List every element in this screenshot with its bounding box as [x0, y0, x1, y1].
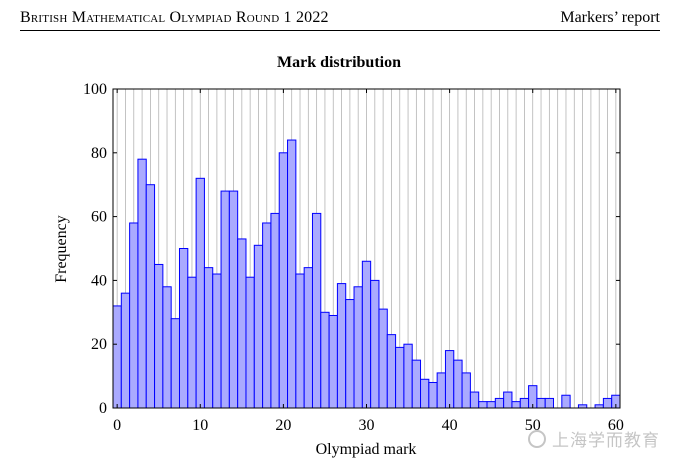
- bar: [154, 263, 164, 409]
- chart-title: Mark distribution: [277, 54, 401, 71]
- bar: [112, 305, 122, 409]
- header-report-label: Markers’ report: [560, 9, 660, 26]
- bar: [411, 359, 422, 409]
- bar: [237, 238, 247, 409]
- bar: [453, 359, 463, 409]
- y-tick-label: 20: [91, 336, 107, 353]
- bar: [195, 177, 205, 409]
- bar: [129, 222, 139, 409]
- bar: [311, 212, 322, 409]
- bar: [178, 248, 189, 409]
- header-title: British Mathematical Olympiad Round 1 20…: [20, 9, 329, 26]
- bar: [203, 267, 214, 409]
- bar: [361, 260, 372, 409]
- bar: [478, 401, 488, 409]
- bar: [536, 397, 546, 409]
- bar: [295, 273, 305, 409]
- bar: [436, 372, 446, 409]
- bar: [170, 318, 180, 409]
- bar: [220, 190, 230, 409]
- bar: [370, 279, 380, 409]
- watermark: 上海学而教育: [528, 426, 660, 451]
- bar: [519, 397, 530, 409]
- bar: [287, 139, 297, 409]
- bar: [444, 350, 455, 409]
- y-axis-label: Frequency: [53, 215, 70, 283]
- x-tick-label: 30: [359, 417, 375, 434]
- axis-ticks: 0 10 20 30 40 50 60 0 20 40 60 80 100: [83, 81, 624, 434]
- bar: [245, 276, 255, 409]
- x-tick-label: 0: [113, 417, 121, 434]
- bar: [137, 158, 147, 409]
- y-tick-label: 80: [91, 145, 107, 162]
- x-tick-label: 50: [525, 417, 541, 434]
- bar: [120, 292, 131, 409]
- bar: [187, 276, 197, 409]
- y-tick-label: 40: [91, 272, 107, 289]
- bar: [420, 378, 430, 409]
- bar: [303, 267, 313, 409]
- bar: [212, 273, 222, 409]
- bar: [503, 391, 513, 409]
- bar: [345, 299, 355, 409]
- bar: [320, 311, 330, 409]
- bar: [386, 334, 397, 409]
- x-tick-label: 60: [608, 417, 624, 434]
- watermark-text: 上海学而教育: [552, 431, 660, 451]
- y-tick-label: 0: [99, 400, 107, 417]
- bar: [270, 212, 280, 409]
- bar: [353, 286, 363, 409]
- bar: [395, 346, 405, 409]
- bar: [228, 190, 239, 409]
- bar: [253, 244, 264, 409]
- x-tick-label: 20: [275, 417, 291, 434]
- y-tick-label: 100: [83, 81, 107, 98]
- bar: [403, 343, 413, 409]
- bar: [162, 286, 172, 409]
- bar: [494, 397, 505, 409]
- bar: [602, 397, 613, 409]
- bar: [262, 222, 272, 409]
- bar: [328, 314, 338, 409]
- bar: [461, 372, 471, 409]
- bar: [486, 401, 496, 409]
- bar: [544, 397, 555, 409]
- bar: [145, 184, 156, 409]
- bar: [336, 283, 347, 409]
- bar: [378, 308, 388, 409]
- wechat-icon: [528, 430, 546, 448]
- x-tick-label: 40: [442, 417, 458, 434]
- x-tick-label: 10: [192, 417, 208, 434]
- bar: [469, 391, 480, 409]
- bar: [511, 401, 521, 409]
- bar: [428, 381, 438, 409]
- page-header: British Mathematical Olympiad Round 1 20…: [20, 6, 660, 31]
- bar: [561, 394, 571, 409]
- x-axis-label: Olympiad mark: [316, 441, 417, 458]
- y-tick-label: 60: [91, 209, 107, 226]
- bar: [278, 152, 289, 409]
